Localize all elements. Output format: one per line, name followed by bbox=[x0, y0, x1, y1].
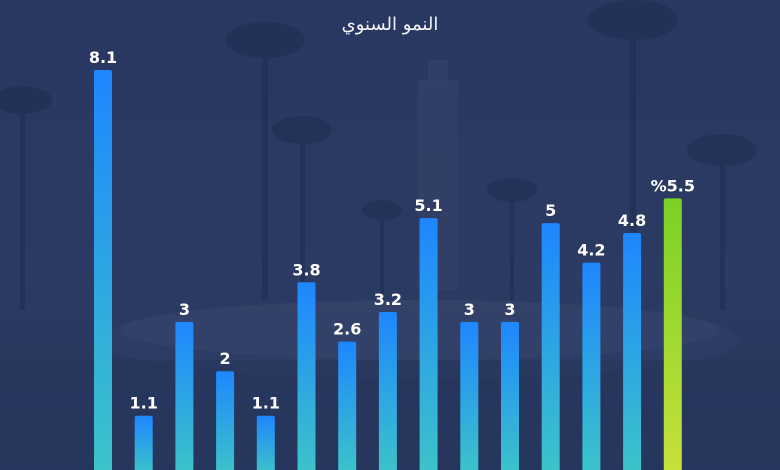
bar-value-label: 2.6 bbox=[333, 320, 361, 339]
bar bbox=[460, 321, 479, 470]
bar-value-label: 5.1 bbox=[414, 196, 442, 215]
bar-value-label: 1.1 bbox=[130, 394, 158, 413]
bar-value-label: 8.1 bbox=[89, 48, 117, 67]
bar-value-label: 5 bbox=[545, 201, 556, 220]
bar-value-label: 4.2 bbox=[577, 241, 605, 260]
bar-value-label: %5.5 bbox=[651, 176, 695, 195]
bar bbox=[256, 415, 275, 470]
bar bbox=[419, 218, 438, 470]
bar-value-label: 3 bbox=[179, 300, 190, 319]
bar bbox=[216, 371, 235, 470]
bar bbox=[582, 262, 601, 470]
bar-value-label: 2 bbox=[220, 349, 231, 368]
bar bbox=[94, 70, 112, 470]
bar-value-label: 1.1 bbox=[252, 394, 280, 413]
bar bbox=[297, 282, 316, 470]
bar-value-label: 3.8 bbox=[292, 260, 320, 279]
bar bbox=[134, 415, 153, 470]
bar-value-label: 4.8 bbox=[618, 211, 646, 230]
bar bbox=[541, 223, 560, 470]
bar-value-label: 3 bbox=[504, 300, 515, 319]
chart-title: النمو السنوي bbox=[341, 14, 439, 35]
bar bbox=[175, 321, 194, 470]
bar-highlight bbox=[663, 198, 682, 470]
bar-value-label: 3.2 bbox=[374, 290, 402, 309]
bar bbox=[378, 312, 397, 470]
bar bbox=[338, 341, 357, 470]
bar bbox=[623, 233, 642, 470]
bar bbox=[501, 321, 519, 470]
bar-value-label: 3 bbox=[464, 300, 475, 319]
